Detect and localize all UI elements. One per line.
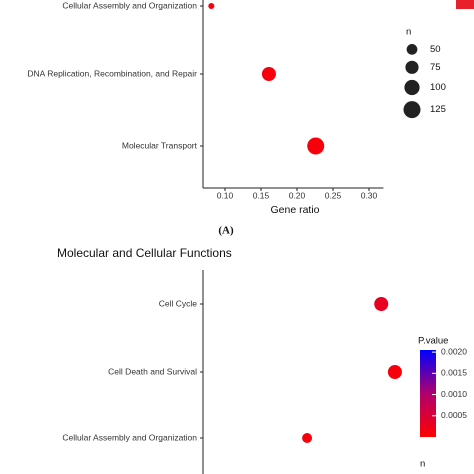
y-tick-label: Cell Death and Survival: [108, 366, 197, 376]
y-tick-label: Cell Cycle: [159, 298, 198, 308]
dot: [307, 137, 325, 155]
legend-title: n: [406, 27, 411, 38]
colorbar: [420, 350, 436, 437]
x-tick-label: 0.25: [325, 190, 342, 200]
caption: (A): [218, 225, 234, 237]
y-tick-label: DNA Replication, Recombination, and Repa…: [27, 68, 197, 78]
legend-dot: [405, 60, 419, 74]
colorbar-label: 0.0015: [441, 368, 467, 378]
colorbar-fragment: [456, 0, 474, 9]
legend-title: P.value: [418, 336, 448, 347]
legend-label: 100: [430, 82, 446, 93]
legend-label: 50: [430, 44, 441, 55]
dot: [261, 66, 276, 82]
colorbar-label: 0.0005: [441, 410, 467, 420]
y-tick-label: Molecular Transport: [122, 140, 198, 150]
x-tick-label: 0.30: [361, 190, 378, 200]
x-tick-label: 0.10: [217, 190, 234, 200]
legend-dot: [406, 44, 418, 55]
dot: [387, 364, 402, 380]
legend-label: 75: [430, 62, 441, 73]
x-tick-label: 0.20: [289, 190, 306, 200]
dot: [208, 2, 215, 10]
colorbar-label: 0.0010: [441, 389, 467, 399]
y-tick-label: Cellular Assembly and Organization: [62, 432, 197, 442]
legend-dot: [403, 101, 421, 119]
dot: [302, 433, 313, 443]
legend-dot: [404, 79, 420, 96]
chart-title: Molecular and Cellular Functions: [57, 246, 232, 260]
colorbar-label: 0.0020: [441, 346, 467, 356]
legend-label: 125: [430, 104, 446, 115]
x-axis-title: Gene ratio: [270, 204, 319, 216]
dot: [374, 296, 389, 312]
y-tick-label: Cellular Assembly and Organization: [62, 0, 197, 10]
x-tick-label: 0.15: [253, 190, 270, 200]
legend-title: n: [420, 459, 425, 470]
